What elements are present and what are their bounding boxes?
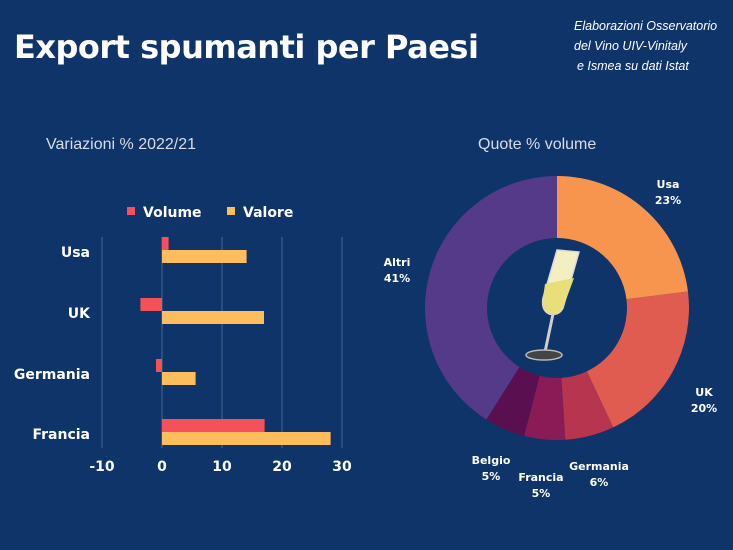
donut-slice-francia (524, 375, 566, 440)
slice-value: 6% (590, 476, 609, 489)
x-tick-label: 30 (332, 459, 352, 475)
bar-volume (140, 298, 162, 311)
slice-label: Usa (657, 178, 680, 191)
slice-label: Altri (384, 256, 411, 269)
slice-label: Belgio (472, 454, 511, 467)
pie-chart-title: Quote % volume (478, 136, 597, 153)
bar-valore (162, 311, 264, 324)
slice-value: 20% (691, 402, 717, 415)
slice-value: 23% (655, 194, 681, 207)
donut-slice-usa (557, 176, 688, 300)
source-line: del Vino UIV-Vinitaly (574, 39, 688, 53)
bar-chart-title: Variazioni % 2022/21 (46, 136, 197, 153)
slice-value: 5% (482, 470, 501, 483)
donut-slice-belgio (486, 367, 540, 436)
bar-volume (156, 359, 162, 372)
slice-label: Germania (569, 460, 629, 473)
donut-slice-altri (425, 176, 557, 420)
glass-wine (542, 278, 574, 315)
x-tick-label: -10 (89, 459, 115, 475)
source-line: e Ismea su dati Istat (577, 59, 689, 73)
donut-chart: Usa 23% UK 20% Germania 6% Francia 5% Belgio 5% Al… (384, 176, 717, 500)
category-label: Francia (32, 427, 90, 443)
category-label: Germania (14, 367, 90, 383)
slice-value: 41% (384, 272, 410, 285)
source-note: Elaborazioni Osservatorio del Vino UIV-V… (574, 16, 717, 76)
bar-chart: -10 0 10 20 30 Volume Valore Usa UK Germania Franc… (14, 205, 352, 475)
bar-valore (162, 432, 331, 445)
bar-volume (162, 237, 169, 250)
legend-swatch (227, 207, 235, 215)
donut-slice-germania (561, 371, 614, 440)
slice-label: Francia (518, 471, 563, 484)
glass-base (525, 349, 563, 361)
category-label: UK (68, 306, 91, 322)
x-tick-label: 10 (212, 459, 232, 475)
x-tick-label: 0 (157, 459, 167, 475)
champagne-glass-icon (525, 249, 580, 361)
bar-valore (162, 250, 247, 263)
glass-stem (543, 313, 555, 353)
legend-label: Valore (243, 205, 293, 221)
page-title: Export spumanti per Paesi (14, 28, 479, 66)
category-label: Usa (61, 245, 90, 261)
legend-label: Volume (143, 205, 202, 221)
legend-swatch (127, 207, 135, 215)
bar-volume (162, 419, 265, 432)
slice-label: UK (695, 386, 713, 399)
x-tick-label: 20 (272, 459, 292, 475)
source-line: Elaborazioni Osservatorio (574, 19, 718, 33)
slice-value: 5% (532, 487, 551, 500)
bar-valore (162, 372, 196, 385)
donut-slice-uk (586, 291, 689, 428)
